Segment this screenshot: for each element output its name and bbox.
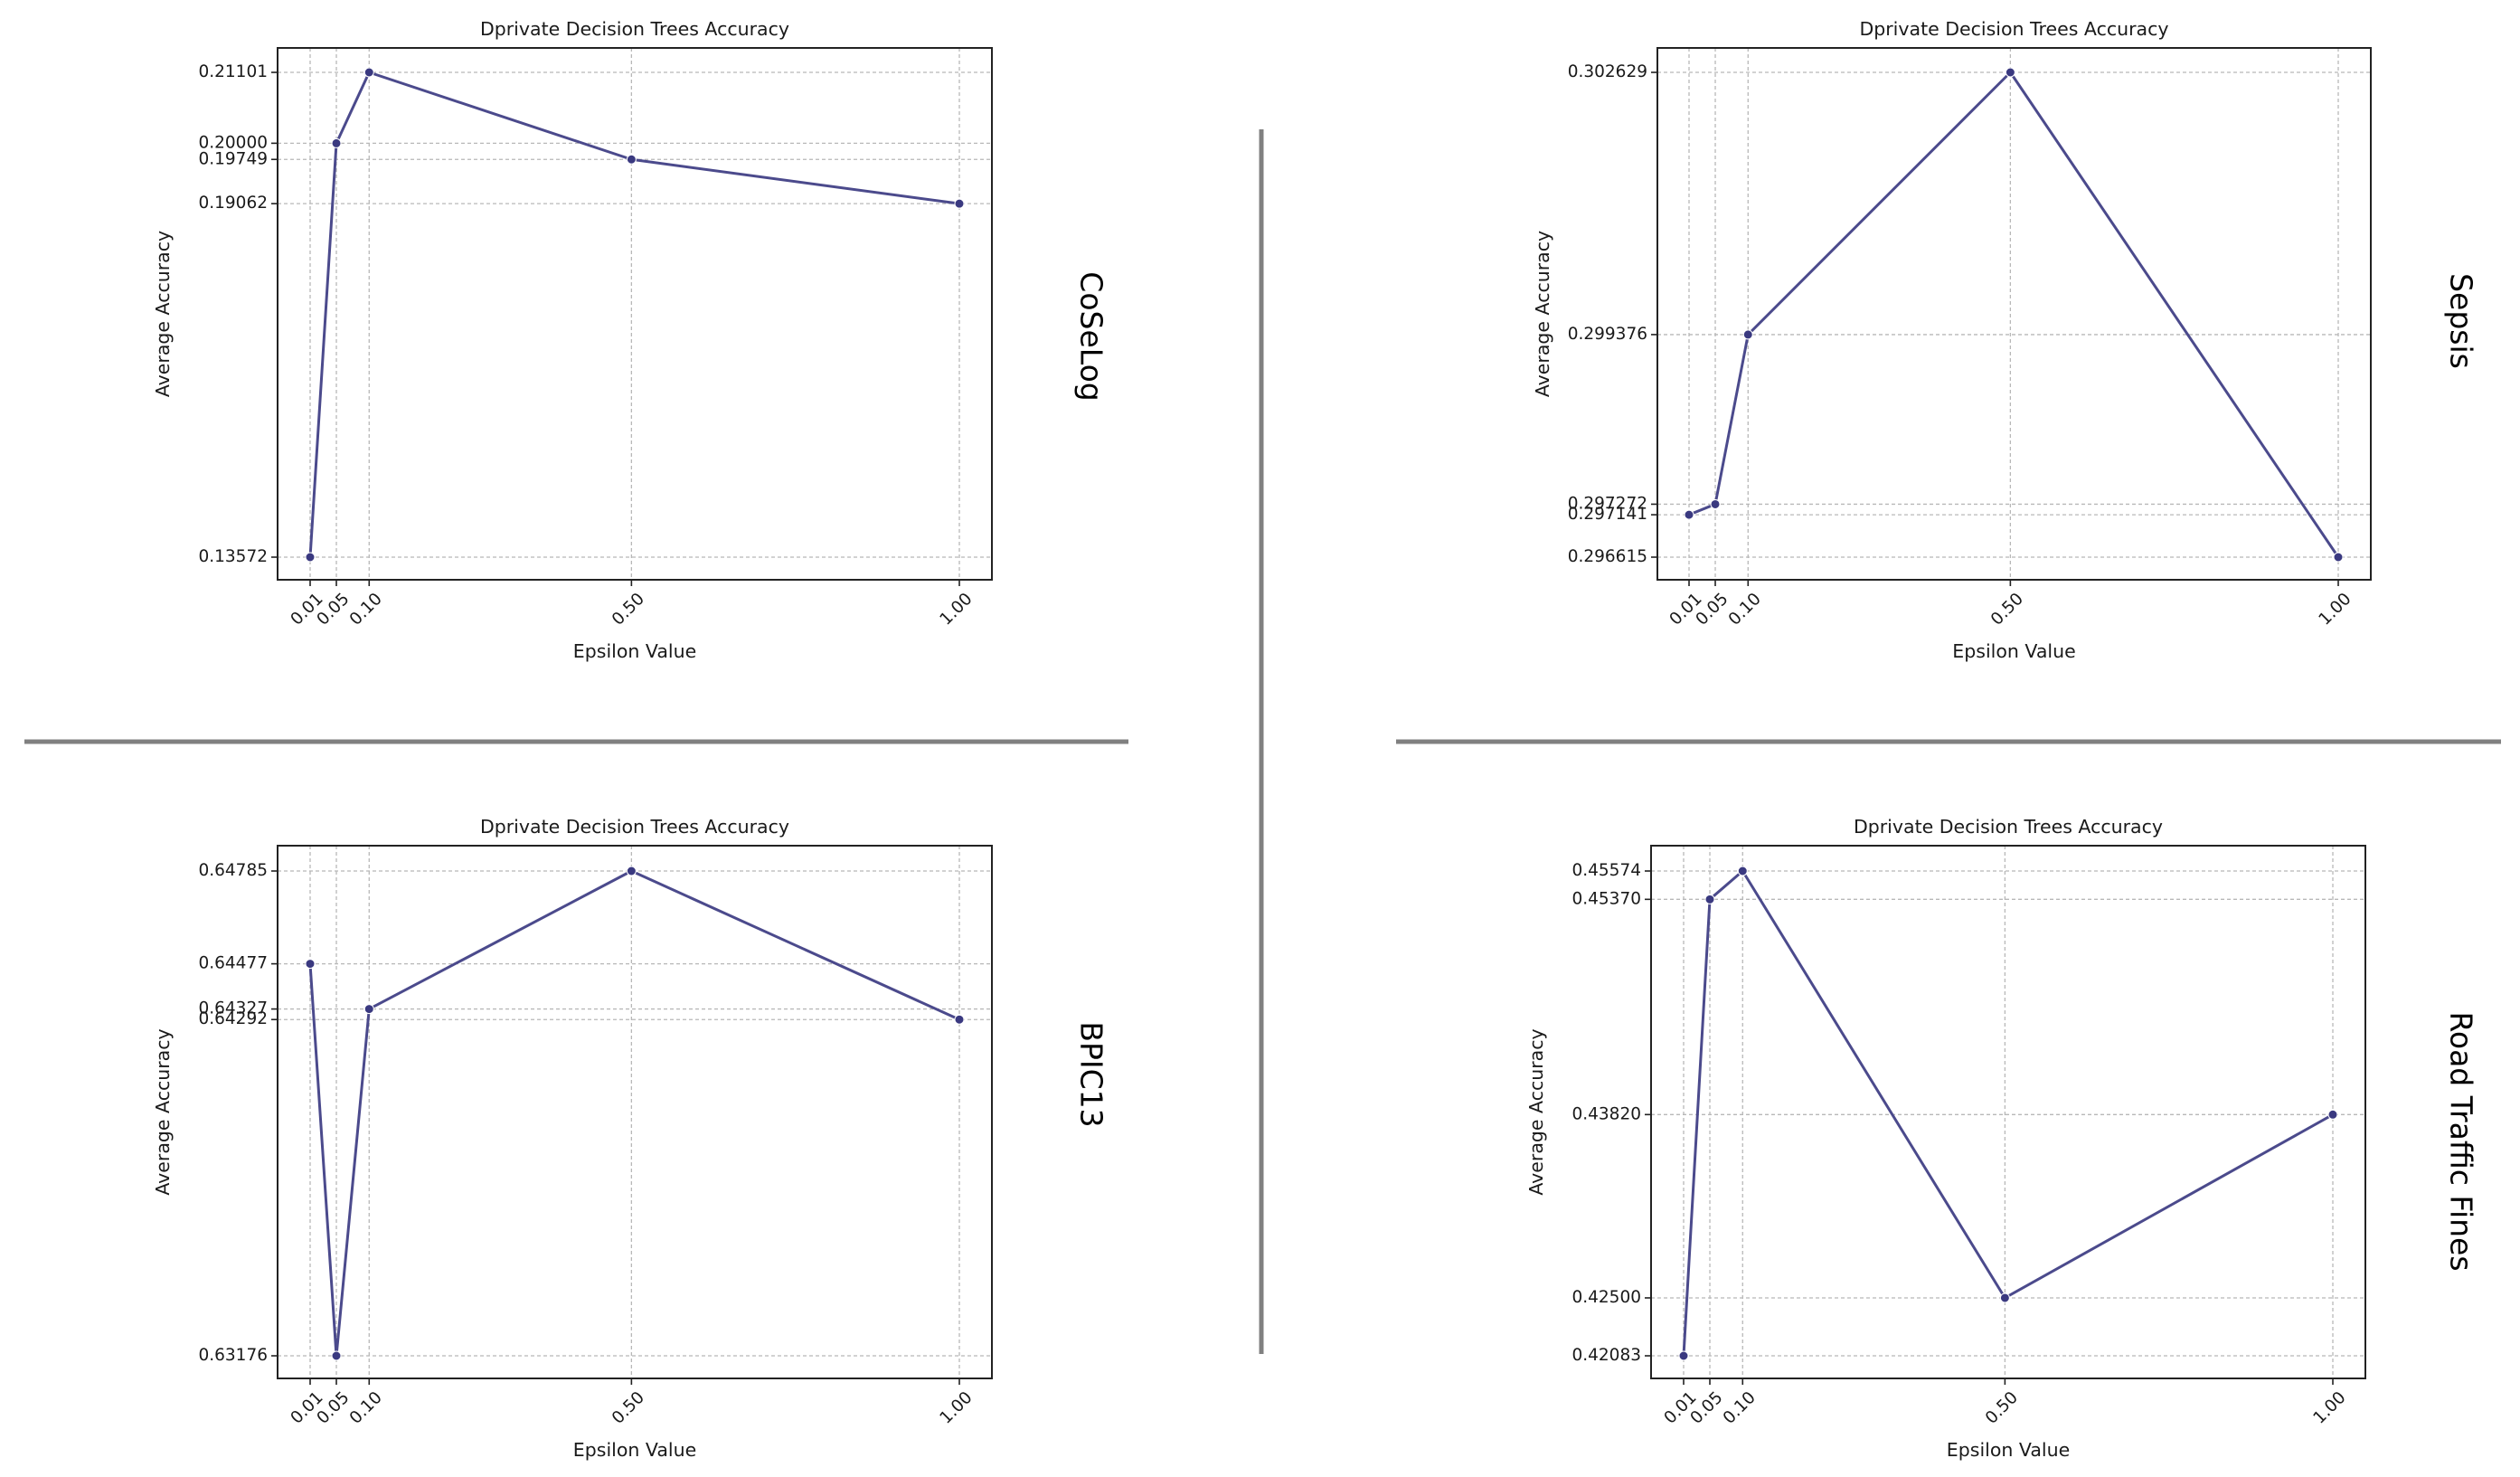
y-tick-label: 0.20000 xyxy=(198,133,268,152)
y-tick-label: 0.296615 xyxy=(1568,547,1647,566)
y-tick-label: 0.302629 xyxy=(1568,62,1647,81)
data-point xyxy=(331,137,342,148)
chart-panel: Dprivate Decision Trees Accuracy0.010.05… xyxy=(1525,816,2479,1461)
y-tick-label: 0.42083 xyxy=(1571,1346,1641,1365)
row-label: BPIC13 xyxy=(1074,1021,1109,1127)
series-line xyxy=(308,869,960,1358)
y-tick-label: 0.64477 xyxy=(198,954,268,973)
chart-title: Dprivate Decision Trees Accuracy xyxy=(480,816,789,838)
x-axis-label: Epsilon Value xyxy=(573,1439,696,1461)
y-axis-label: Average Accuracy xyxy=(152,1028,174,1195)
series-line xyxy=(308,71,960,558)
dividers xyxy=(24,129,2501,1354)
y-tick-label: 0.43820 xyxy=(1571,1104,1641,1123)
y-tick-label: 0.64785 xyxy=(198,861,268,880)
x-tick-label: 1.00 xyxy=(2316,590,2355,630)
x-tick-label: 0.50 xyxy=(609,590,648,630)
data-point xyxy=(626,154,637,165)
y-tick-label: 0.297141 xyxy=(1568,505,1647,524)
y-tick-label: 0.21101 xyxy=(198,62,268,81)
row-label: CoSeLog xyxy=(1074,271,1109,401)
x-tick-label: 0.50 xyxy=(1982,1388,2022,1428)
y-tick-label: 0.64327 xyxy=(198,999,268,1018)
data-point xyxy=(1737,866,1748,876)
x-tick-label: 0.10 xyxy=(1720,1388,1760,1428)
chart-panel: Dprivate Decision Trees Accuracy0.010.05… xyxy=(152,816,1109,1461)
data-point xyxy=(2005,67,2015,78)
x-tick-label: 0.50 xyxy=(609,1388,648,1428)
data-point xyxy=(305,552,316,563)
y-axis-label: Average Accuracy xyxy=(152,231,174,397)
x-tick-label: 0.50 xyxy=(1987,590,2027,630)
y-tick-label: 0.19062 xyxy=(198,194,268,213)
data-point xyxy=(305,959,316,970)
series-line xyxy=(1688,71,2340,558)
data-point xyxy=(1742,329,1753,340)
y-tick-label: 0.297272 xyxy=(1568,494,1647,513)
data-point xyxy=(954,1014,965,1025)
y-tick-label: 0.64292 xyxy=(198,1009,268,1028)
y-tick-label: 0.42500 xyxy=(1571,1288,1641,1307)
x-tick-label: 0.10 xyxy=(1725,590,1765,630)
data-point xyxy=(626,866,637,876)
y-tick-label: 0.299376 xyxy=(1568,325,1647,344)
data-point xyxy=(954,198,965,209)
x-tick-label: 0.10 xyxy=(346,590,386,630)
y-tick-label: 0.13572 xyxy=(198,547,268,566)
row-label: Sepsis xyxy=(2444,273,2479,369)
x-axis-label: Epsilon Value xyxy=(1952,640,2075,662)
series-line xyxy=(1682,869,2334,1357)
data-point xyxy=(2333,552,2344,563)
x-axis-label: Epsilon Value xyxy=(1947,1439,2070,1461)
chart-title: Dprivate Decision Trees Accuracy xyxy=(480,18,789,40)
chart-title: Dprivate Decision Trees Accuracy xyxy=(1859,18,2168,40)
row-label: Road Traffic Fines xyxy=(2444,1011,2479,1271)
data-point xyxy=(363,1004,374,1015)
data-point xyxy=(1999,1292,2010,1303)
x-axis-label: Epsilon Value xyxy=(573,640,696,662)
x-tick-label: 1.00 xyxy=(937,1388,977,1428)
y-axis-label: Average Accuracy xyxy=(1532,231,1553,397)
chart-panel: Dprivate Decision Trees Accuracy0.010.05… xyxy=(1532,18,2479,662)
y-tick-label: 0.19749 xyxy=(198,149,268,168)
x-tick-label: 1.00 xyxy=(937,590,977,630)
plot-frame xyxy=(1650,845,2366,1379)
x-tick-label: 0.10 xyxy=(346,1388,386,1428)
plot-frame xyxy=(1656,47,2372,581)
y-tick-label: 0.45370 xyxy=(1571,889,1641,908)
data-point xyxy=(331,1350,342,1361)
data-point xyxy=(1684,509,1694,520)
data-point xyxy=(1704,894,1715,904)
chart-title: Dprivate Decision Trees Accuracy xyxy=(1854,816,2163,838)
data-point xyxy=(2327,1109,2338,1120)
plot-frame xyxy=(277,47,993,581)
y-tick-label: 0.45574 xyxy=(1571,861,1641,880)
data-point xyxy=(363,67,374,78)
x-tick-label: 1.00 xyxy=(2310,1388,2350,1428)
data-point xyxy=(1678,1350,1689,1361)
plot-frame xyxy=(277,845,993,1379)
data-point xyxy=(1710,498,1721,509)
y-axis-label: Average Accuracy xyxy=(1525,1028,1547,1195)
chart-panel: Dprivate Decision Trees Accuracy0.010.05… xyxy=(152,18,1109,662)
y-tick-label: 0.63176 xyxy=(198,1346,268,1365)
